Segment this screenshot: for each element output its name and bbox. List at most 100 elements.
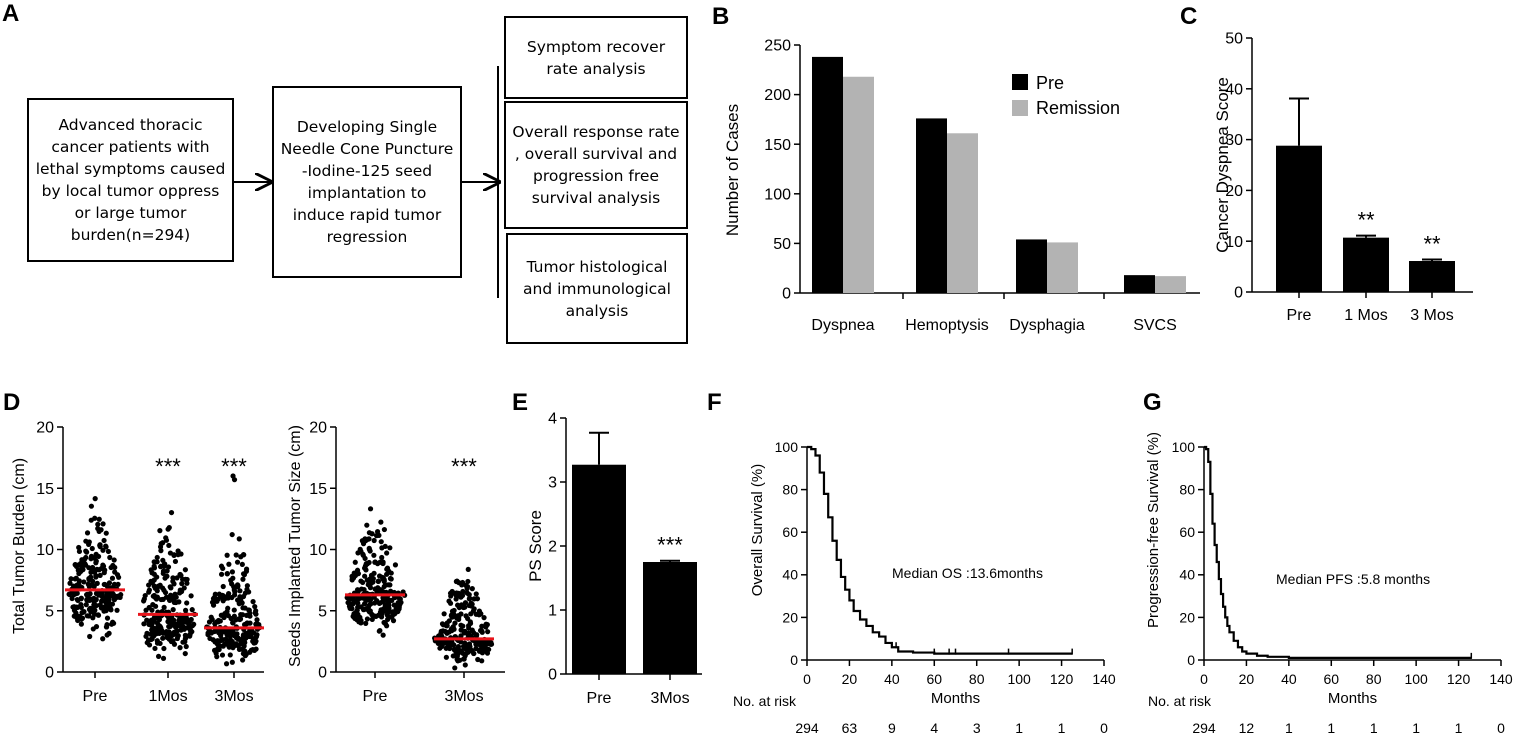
chart-d1-point [76, 548, 83, 555]
chart-d2-point [362, 555, 368, 562]
chart-d1-point [88, 574, 94, 580]
panel-letter-b: B [712, 3, 729, 30]
chart-d2-point [351, 575, 357, 581]
chart-d1-point [184, 600, 190, 606]
chart-d1-point [182, 636, 188, 642]
chart-d2-point [452, 613, 459, 619]
chart-g-x-title: Months [1328, 690, 1377, 707]
chart-d1-point [208, 630, 215, 636]
chart-d2-point [479, 658, 485, 664]
chart-d1-point [89, 564, 96, 571]
chart-g-x-tick-label: 120 [1447, 671, 1471, 687]
chart-d1-point [170, 607, 176, 613]
chart-d1-point [151, 633, 157, 639]
chart-d1-point [235, 635, 241, 641]
chart-d1-point [146, 589, 152, 595]
chart-d1-point [239, 561, 245, 568]
chart-d2-point [469, 647, 475, 654]
chart-d1-point [91, 555, 97, 561]
chart-d1-point [168, 509, 175, 516]
chart-e-y-tick-label: 1 [548, 603, 557, 620]
panel-letter-e: E [512, 389, 528, 416]
chart-d2-point [364, 561, 370, 567]
chart-d1-point [79, 557, 85, 563]
chart-c-y-tick-label: 0 [1234, 285, 1243, 302]
chart-d2-point [481, 615, 487, 621]
chart-f-survival-curve [807, 445, 1073, 655]
chart-f-y-tick-label: 40 [782, 567, 798, 583]
chart-d2-point [465, 630, 472, 636]
chart-d1-point [151, 577, 157, 583]
chart-d1-point [227, 652, 233, 658]
chart-g-at-risk-count: 1 [1455, 720, 1463, 736]
chart-d1-point [168, 592, 174, 598]
chart-g-y-tick-label: 80 [1179, 482, 1195, 498]
chart-d2-point [363, 620, 369, 626]
chart-d1-point [78, 621, 84, 627]
chart-c-dyspnea-score: 0 10 20 30 40 50 Pre 1 Mos ** 3 Mos ** Cancer Dyspn… [1213, 31, 1473, 324]
chart-b-y-tick-label: 200 [764, 87, 791, 104]
chart-d1-point [226, 591, 232, 597]
chart-d1-point [240, 551, 247, 558]
chart-d1-point [73, 575, 79, 581]
chart-d1-point [94, 566, 100, 572]
chart-d1-point [247, 610, 253, 616]
chart-b-y-tick-label: 250 [764, 38, 791, 55]
chart-d1-point [254, 617, 260, 623]
chart-d1-point [83, 562, 89, 568]
chart-d1-point [97, 542, 103, 548]
chart-d1-point [210, 602, 217, 608]
chart-f-y-tick-label: 100 [775, 439, 799, 455]
chart-f-at-risk-count: 3 [973, 720, 981, 736]
chart-d1-point [237, 641, 244, 647]
chart-d2-point [362, 573, 368, 579]
chart-d2-point [456, 647, 462, 653]
chart-d1-point [166, 542, 172, 549]
chart-d2-point [465, 566, 471, 573]
chart-d1-significance: *** [155, 454, 181, 479]
chart-d1-point [151, 628, 157, 634]
chart-g-at-risk-count: 1 [1285, 720, 1293, 736]
chart-d1-point [233, 641, 239, 647]
chart-d1-point [89, 581, 95, 588]
chart-g-x-tick-label: 80 [1366, 671, 1382, 687]
chart-d1-point [76, 570, 82, 577]
chart-d1-point [80, 567, 86, 573]
chart-g-y-title: Progression-free Survival (%) [1145, 432, 1162, 628]
chart-b-y-tick-label: 100 [764, 186, 791, 203]
chart-d1-point [224, 571, 230, 577]
chart-d1-point [154, 554, 160, 561]
chart-d1-point [230, 473, 236, 479]
chart-d1-point [238, 611, 244, 618]
chart-d2-point [474, 596, 481, 602]
chart-d2-point [375, 578, 382, 584]
chart-d2-x-tick-label: 3Mos [444, 688, 483, 705]
chart-b-x-tick-label: Hemoptysis [905, 317, 989, 334]
chart-d2-point [354, 587, 361, 593]
chart-d1-point [115, 581, 121, 588]
chart-d1-point [223, 661, 230, 667]
chart-b-bar-dyspnea-remission [843, 76, 874, 293]
chart-d1-point [184, 576, 190, 583]
chart-d2-point [469, 601, 475, 607]
chart-d1-point [152, 645, 158, 652]
chart-d1-point [176, 599, 182, 605]
chart-d1-point [223, 636, 229, 642]
chart-d1-point [146, 618, 152, 625]
chart-d1-point [252, 603, 258, 610]
chart-d2-point [372, 559, 378, 565]
chart-d1-point [229, 569, 235, 575]
chart-d1-point [95, 612, 102, 618]
chart-c-significance: ** [1423, 231, 1441, 256]
chart-d2-point [400, 589, 406, 595]
chart-d1-point [164, 568, 170, 574]
chart-d1-point [104, 615, 111, 621]
chart-d1-point [187, 618, 193, 624]
chart-d2-point [373, 533, 380, 539]
chart-d1-point [253, 646, 259, 652]
chart-d1-point [223, 595, 229, 601]
chart-d2-point [485, 629, 491, 635]
chart-d1-point [84, 591, 90, 597]
chart-d2-point [367, 506, 374, 512]
chart-d1-x-tick-label: Pre [83, 688, 108, 705]
